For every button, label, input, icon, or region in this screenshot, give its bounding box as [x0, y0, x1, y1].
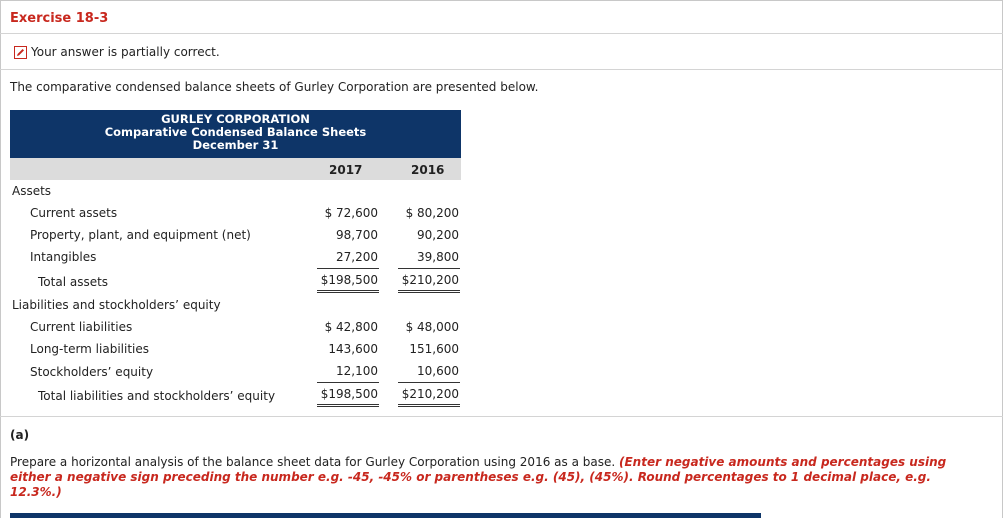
value-2016: 10,600 [417, 364, 459, 378]
subtotal-rule [317, 382, 379, 383]
subtotal-rule [398, 382, 460, 383]
total-assets-2016: $210,200 [401, 273, 459, 287]
year-2016-header: 2016 [411, 163, 445, 177]
value-2017: 143,600 [328, 342, 378, 356]
part-a-label: (a) [10, 428, 30, 442]
value-2016: 90,200 [417, 228, 459, 242]
value-2017: 98,700 [336, 228, 378, 242]
row-label: Long-term liabilities [30, 342, 149, 356]
row-label: Property, plant, and equipment (net) [30, 228, 251, 242]
total-liabilities-2016: $210,200 [401, 387, 459, 401]
year-header-row [10, 158, 461, 180]
assets-heading: Assets [12, 184, 52, 198]
statement-date: December 31 [192, 138, 279, 152]
total-rule [398, 404, 460, 405]
value-2017: $ 72,600 [324, 206, 378, 220]
total-rule [317, 290, 379, 291]
company-name: GURLEY CORPORATION [161, 112, 310, 126]
row-label: Stockholders’ equity [30, 365, 154, 379]
divider [0, 33, 1003, 34]
subtotal-rule [317, 268, 379, 269]
total-rule [317, 406, 379, 407]
total-rule [398, 406, 460, 407]
total-assets-2017: $198,500 [320, 273, 378, 287]
instruction-text: Prepare a horizontal analysis of the bal… [10, 455, 616, 469]
divider [0, 416, 1003, 417]
value-2016: 39,800 [417, 250, 459, 264]
status-text: Your answer is partially correct. [31, 45, 220, 59]
table-header: GURLEY CORPORATION Comparative Condensed… [10, 110, 461, 158]
value-2016: $ 80,200 [405, 206, 459, 220]
total-rule [398, 290, 460, 291]
total-rule [398, 292, 460, 293]
statement-name: Comparative Condensed Balance Sheets [104, 125, 367, 139]
total-liabilities-label: Total liabilities and stockholders’ equi… [38, 389, 276, 403]
value-2017: $ 42,800 [324, 320, 378, 334]
pencil-icon [14, 45, 27, 59]
value-2017: 12,100 [336, 364, 378, 378]
intro-text: The comparative condensed balance sheets… [10, 80, 539, 94]
subtotal-rule [398, 268, 460, 269]
year-2017-header: 2017 [329, 163, 363, 177]
liabilities-heading: Liabilities and stockholders’ equity [12, 298, 221, 312]
total-liabilities-2017: $198,500 [320, 387, 378, 401]
total-assets-label: Total assets [38, 275, 109, 289]
total-rule [317, 292, 379, 293]
exercise-title: Exercise 18-3 [10, 11, 109, 26]
instruction-note: (Enter negative amounts and percentages … [10, 455, 947, 499]
total-rule [317, 404, 379, 405]
value-2017: 27,200 [336, 250, 378, 264]
answer-table-header-bar [10, 513, 761, 518]
value-2016: $ 48,000 [405, 320, 459, 334]
value-2016: 151,600 [409, 342, 459, 356]
divider [0, 69, 1003, 70]
answer-status: Your answer is partially correct. [14, 45, 220, 59]
row-label: Intangibles [30, 250, 97, 264]
row-label: Current assets [30, 206, 118, 220]
instructions: Prepare a horizontal analysis of the bal… [10, 455, 970, 500]
row-label: Current liabilities [30, 320, 133, 334]
